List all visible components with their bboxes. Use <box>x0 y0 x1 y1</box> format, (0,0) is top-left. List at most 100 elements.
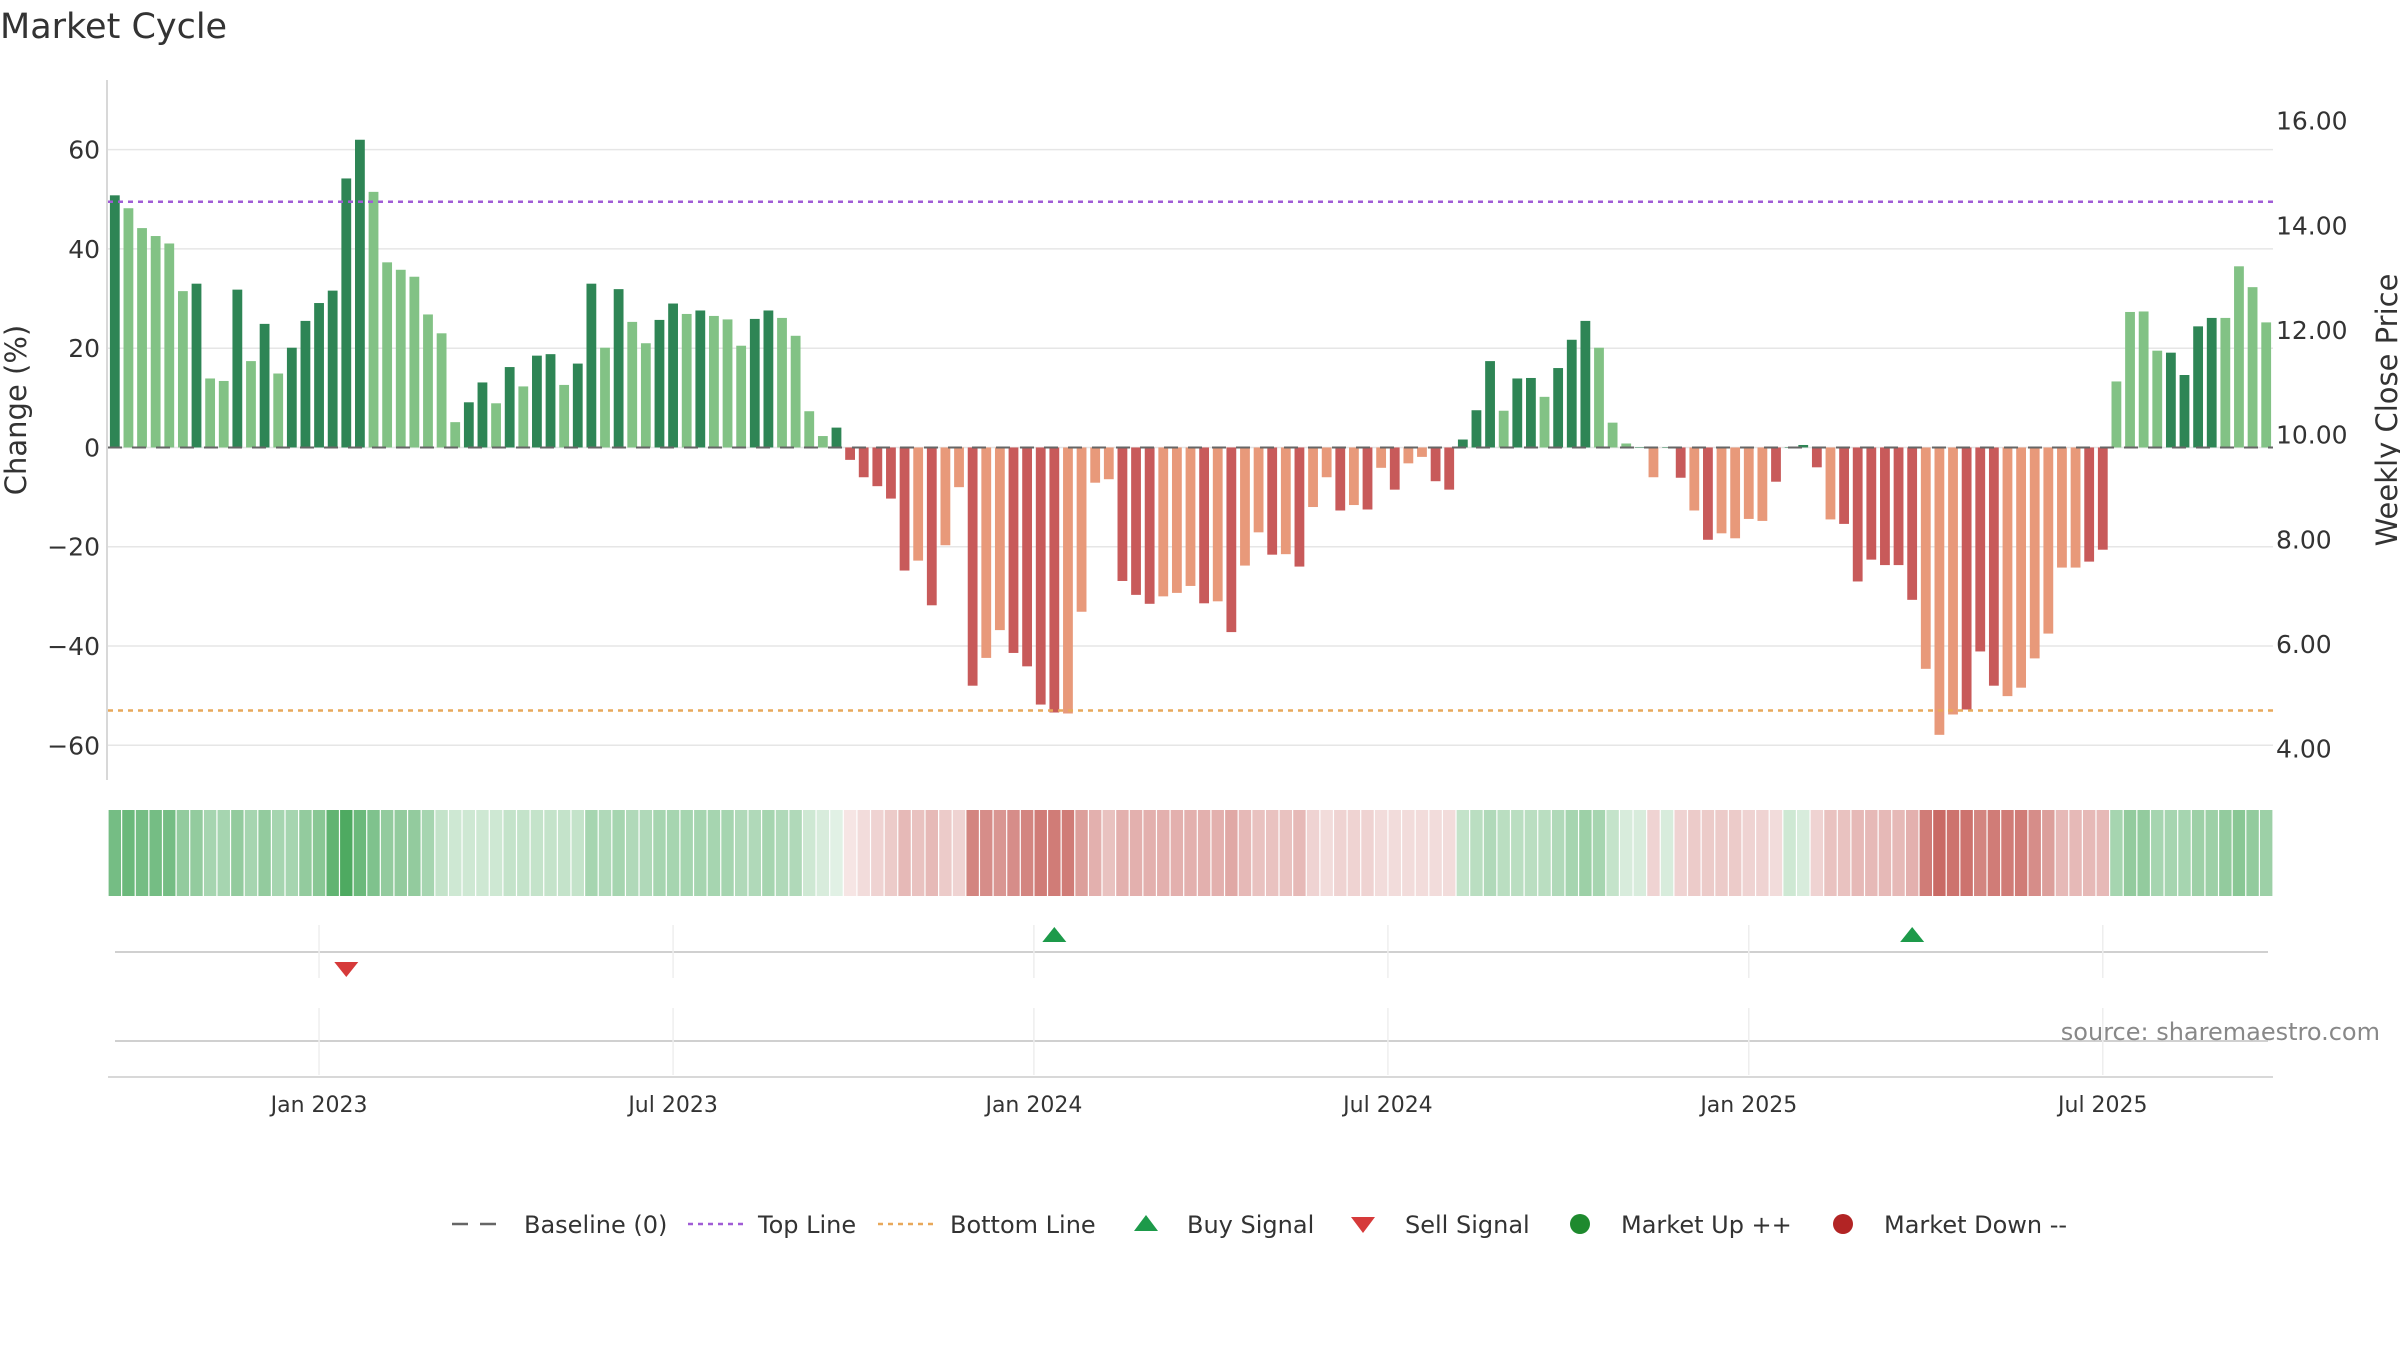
bar <box>1566 339 1577 448</box>
chart-title: Market Cycle <box>0 7 227 47</box>
bar <box>109 195 120 448</box>
heat-cell <box>203 810 217 896</box>
heat-cell <box>367 810 380 896</box>
bar <box>1430 447 1441 482</box>
heat-cell <box>271 810 285 896</box>
y-tick-right: 10.00 <box>2276 421 2348 450</box>
heat-cell <box>1960 810 1973 896</box>
heat-cell <box>748 810 761 896</box>
heat-cell <box>135 810 149 896</box>
heat-cell <box>2069 810 2082 896</box>
bar <box>695 310 706 448</box>
heat-cell <box>1742 810 1755 896</box>
heat-cell <box>925 810 938 896</box>
heat-cell <box>258 810 271 896</box>
bar <box>246 361 256 448</box>
heat-cell <box>2219 810 2232 896</box>
heat-cell <box>1919 810 1932 896</box>
heat-cell <box>1769 810 1783 896</box>
bar <box>1539 396 1550 448</box>
heat-cell <box>1293 810 1306 896</box>
x-tick-label: Jul 2023 <box>626 1093 718 1118</box>
market-heat-strip <box>108 810 2273 896</box>
bar <box>2125 311 2135 448</box>
market-panel <box>115 1008 2268 1075</box>
bar <box>1988 447 1999 686</box>
bar <box>1158 447 1169 597</box>
buy-signal-marker <box>1900 927 1925 942</box>
bar <box>123 208 134 448</box>
bar <box>2206 317 2217 448</box>
bar <box>1348 447 1359 506</box>
heat-cell <box>1620 810 1633 896</box>
heat-cell <box>1034 810 1047 896</box>
bar <box>1335 447 1346 511</box>
bar <box>2138 311 2149 448</box>
heat-cell <box>1606 810 1619 896</box>
bar <box>899 447 910 571</box>
heat-cell <box>1415 810 1429 896</box>
buy-signal-marker <box>1042 927 1067 942</box>
heat-cell <box>1797 810 1810 896</box>
bar <box>668 303 678 448</box>
bar <box>409 276 420 448</box>
heat-cell <box>353 810 367 896</box>
heat-cell <box>816 810 830 896</box>
bar <box>477 382 488 448</box>
bar <box>232 289 243 448</box>
bar <box>341 178 352 448</box>
bar <box>1485 361 1495 448</box>
bar <box>1362 447 1373 510</box>
heat-cell <box>762 810 775 896</box>
heat-cell <box>2259 810 2273 896</box>
bar <box>1907 447 1918 600</box>
heat-cell <box>2028 810 2041 896</box>
bar <box>640 343 651 448</box>
bar-series <box>109 139 2272 735</box>
bar <box>218 380 229 448</box>
heat-cell <box>176 810 190 896</box>
bar <box>355 139 365 448</box>
bar <box>1457 439 1468 448</box>
heat-cell <box>163 810 176 896</box>
heat-cell <box>1592 810 1606 896</box>
heat-cell <box>1647 810 1660 896</box>
heat-cell <box>380 810 394 896</box>
bar <box>2111 381 2122 448</box>
heat-cell <box>585 810 598 896</box>
heat-cell <box>1511 810 1524 896</box>
heat-cell <box>2246 810 2259 896</box>
bar <box>1471 410 1482 448</box>
heat-cell <box>639 810 653 896</box>
bar <box>436 333 447 448</box>
heat-cell <box>1987 810 2001 896</box>
heat-cell <box>1429 810 1442 896</box>
heat-cell <box>803 810 816 896</box>
bar <box>1594 347 1604 448</box>
heat-cell <box>571 810 584 896</box>
bar <box>1498 410 1509 448</box>
heat-cell <box>1660 810 1674 896</box>
bar <box>1144 447 1155 604</box>
heat-cell <box>1756 810 1769 896</box>
heat-cell <box>939 810 952 896</box>
bar <box>1376 447 1387 468</box>
bar <box>1240 447 1250 566</box>
heat-cell <box>857 810 870 896</box>
heat-cell <box>1007 810 1020 896</box>
bar <box>450 422 461 448</box>
heat-cell <box>966 810 979 896</box>
bar <box>2165 352 2176 448</box>
heat-cell <box>626 810 639 896</box>
heat-cell <box>1443 810 1456 896</box>
bar <box>1199 447 1210 604</box>
right-axis: 16.00 14.00 12.00 10.00 8.00 6.00 4.00 <box>2276 107 2348 764</box>
bar <box>1103 447 1114 480</box>
bar <box>191 283 202 448</box>
bar <box>1185 447 1196 586</box>
heat-cell <box>530 810 544 896</box>
bar <box>504 367 515 448</box>
heat-cell <box>1810 810 1824 896</box>
heat-cell <box>598 810 612 896</box>
heat-cell <box>911 810 925 896</box>
